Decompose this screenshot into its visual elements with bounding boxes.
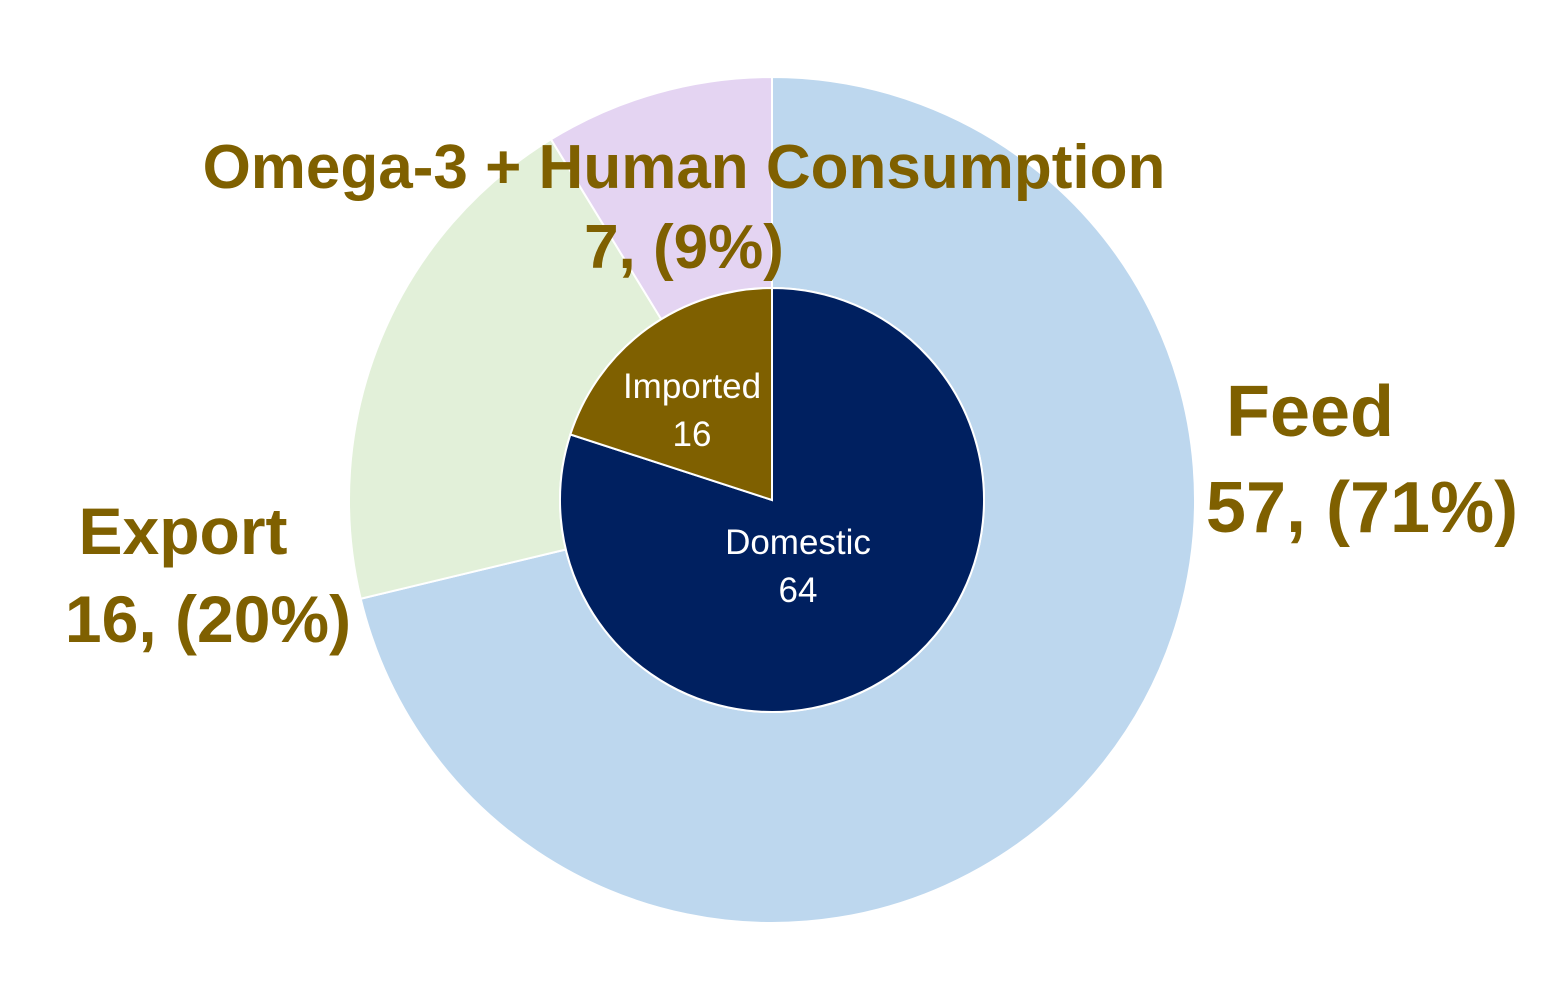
label-omega3-name: Omega-3 + Human Consumption	[203, 133, 1166, 202]
label-feed-name: Feed	[1226, 372, 1394, 452]
label-export: Export 16, (20%)	[65, 494, 351, 656]
label-imported-name: Imported	[623, 367, 761, 406]
label-omega3-value: 7, (9%)	[584, 213, 784, 282]
label-domestic-value: 64	[779, 571, 818, 610]
label-imported: Imported 16	[623, 367, 761, 454]
label-export-value: 16, (20%)	[65, 582, 351, 656]
label-imported-value: 16	[673, 415, 712, 454]
label-domestic: Domestic 64	[725, 523, 871, 610]
label-export-name: Export	[78, 494, 287, 568]
label-domestic-name: Domestic	[725, 523, 871, 562]
label-feed: Feed 57, (71%)	[1206, 372, 1518, 548]
label-omega3: Omega-3 + Human Consumption 7, (9%)	[203, 133, 1166, 282]
inner-pie	[559, 286, 985, 713]
inner-slice-imported	[569, 286, 773, 502]
label-feed-value: 57, (71%)	[1206, 468, 1518, 548]
outer-ring	[348, 75, 1196, 924]
